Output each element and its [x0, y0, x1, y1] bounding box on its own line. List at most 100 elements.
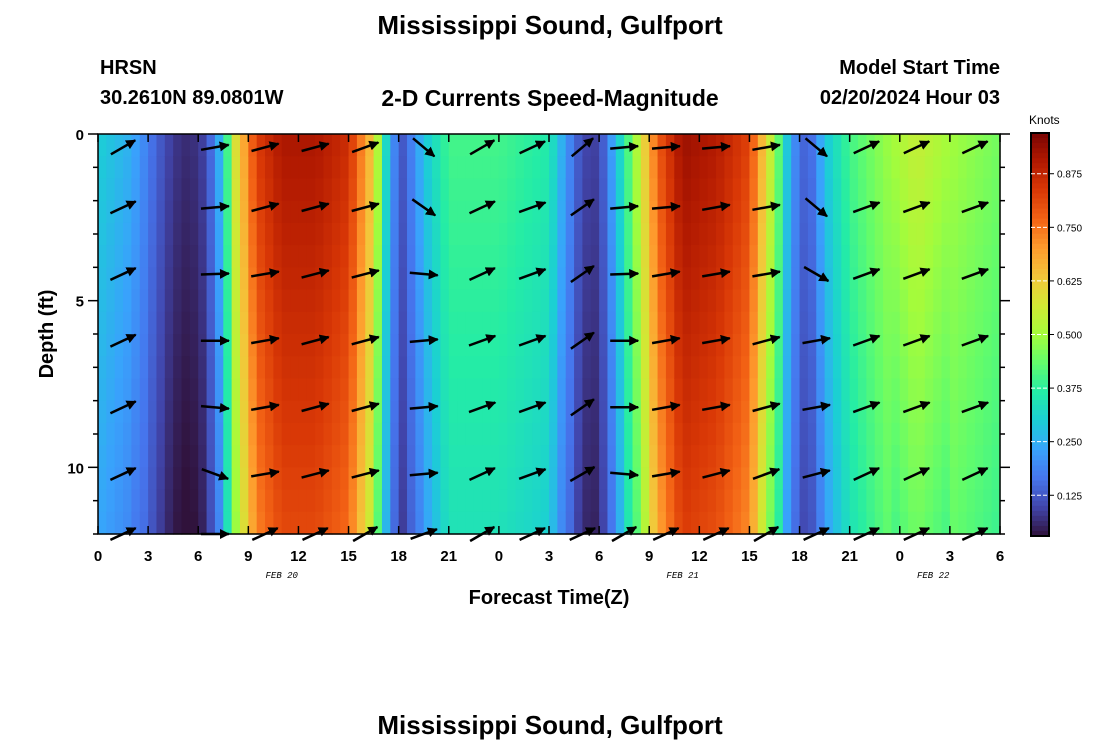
- heat-cell: [540, 311, 550, 335]
- heat-cell: [498, 156, 508, 180]
- heat-cell: [482, 311, 492, 335]
- heat-cell: [448, 445, 458, 468]
- heat-cell: [348, 356, 358, 380]
- heat-cell: [657, 467, 667, 491]
- heat-cell: [139, 311, 149, 335]
- heat-cell: [866, 289, 876, 313]
- heat-cell: [657, 200, 667, 224]
- current-vector: [301, 201, 330, 213]
- heat-cell: [615, 156, 625, 180]
- heat-cell: [415, 245, 425, 268]
- heat-cell: [239, 445, 249, 468]
- heat-cell: [690, 267, 700, 291]
- heat-cell: [206, 334, 216, 357]
- heat-cell: [214, 334, 224, 357]
- heat-cell: [782, 378, 792, 402]
- heat-cell: [106, 445, 116, 468]
- heat-cell: [465, 311, 475, 335]
- heat-cell: [248, 289, 258, 313]
- heat-cell: [916, 445, 926, 468]
- heat-cell: [941, 267, 951, 291]
- current-vector: [610, 141, 640, 152]
- x-tick-label: 6: [996, 548, 1004, 565]
- heat-cell: [139, 400, 149, 424]
- heat-cell: [457, 422, 467, 446]
- heat-cell: [239, 400, 249, 424]
- heat-cell: [532, 489, 542, 513]
- heat-cell: [782, 289, 792, 313]
- heat-cell: [574, 400, 584, 424]
- heat-cell: [198, 222, 208, 246]
- heat-cell: [565, 489, 575, 513]
- heat-cell: [398, 467, 408, 491]
- heat-cell: [866, 400, 876, 424]
- heat-cell: [448, 245, 458, 268]
- heat-cell: [849, 222, 859, 246]
- heat-cell: [849, 489, 859, 513]
- heat-cell: [983, 311, 993, 335]
- heat-cell: [373, 511, 383, 535]
- colorbar-segment: [1031, 138, 1049, 144]
- heat-cell: [983, 489, 993, 513]
- heat-cell: [858, 156, 867, 180]
- current-vector: [250, 268, 280, 279]
- heat-cell: [774, 422, 784, 446]
- heat-cell: [507, 378, 517, 402]
- heat-cell: [398, 222, 408, 246]
- heat-cell: [473, 267, 483, 291]
- heat-cell: [156, 289, 166, 313]
- heat-cell: [273, 489, 283, 513]
- heat-cell: [340, 222, 350, 246]
- heat-cell: [574, 267, 584, 291]
- heat-cell: [214, 445, 224, 468]
- heat-cell: [348, 311, 358, 335]
- heat-cell: [223, 400, 233, 424]
- heat-cell: [824, 489, 834, 513]
- heat-cell: [741, 334, 751, 357]
- heat-cell: [381, 445, 391, 468]
- heat-cell: [407, 489, 416, 513]
- heat-cell: [540, 267, 550, 291]
- heat-cell: [724, 289, 734, 313]
- colorbar-tick-label: 0.875: [1057, 170, 1082, 181]
- heat-cell: [824, 156, 834, 180]
- heat-cell: [523, 178, 533, 202]
- heat-cell: [265, 400, 274, 424]
- heat-cell: [983, 378, 993, 402]
- chart-title: Mississippi Sound, Gulfport: [377, 10, 723, 40]
- heat-cell: [306, 378, 316, 402]
- heat-cell: [974, 356, 984, 380]
- heat-cell: [365, 489, 375, 513]
- heat-cell: [933, 156, 943, 180]
- heat-cell: [690, 200, 700, 224]
- heat-cell: [924, 156, 934, 180]
- heat-cell: [782, 489, 792, 513]
- heat-cell: [782, 178, 792, 202]
- heat-cell: [858, 400, 867, 424]
- heat-cell: [757, 156, 767, 180]
- heat-cell: [356, 422, 366, 446]
- heat-cell: [214, 422, 224, 446]
- heat-cell: [582, 200, 592, 224]
- heat-cell: [649, 200, 659, 224]
- heat-cell: [131, 467, 141, 491]
- heat-cell: [323, 222, 333, 246]
- heat-cell: [707, 134, 717, 157]
- colorbar-segment: [1031, 309, 1049, 315]
- x-tick-label: 12: [691, 548, 708, 565]
- heat-cell: [874, 245, 884, 268]
- heat-cell: [98, 200, 107, 224]
- heat-cell: [123, 378, 133, 402]
- heat-cell: [365, 400, 375, 424]
- heat-cell: [540, 222, 550, 246]
- heat-cell: [156, 356, 166, 380]
- heat-cell: [774, 334, 784, 357]
- heat-cell: [340, 489, 350, 513]
- heat-cell: [298, 511, 308, 535]
- heat-cell: [590, 245, 600, 268]
- heat-cell: [607, 467, 617, 491]
- heat-cell: [231, 267, 241, 291]
- heat-cell: [941, 356, 951, 380]
- heat-cell: [139, 200, 149, 224]
- heat-cell: [131, 200, 141, 224]
